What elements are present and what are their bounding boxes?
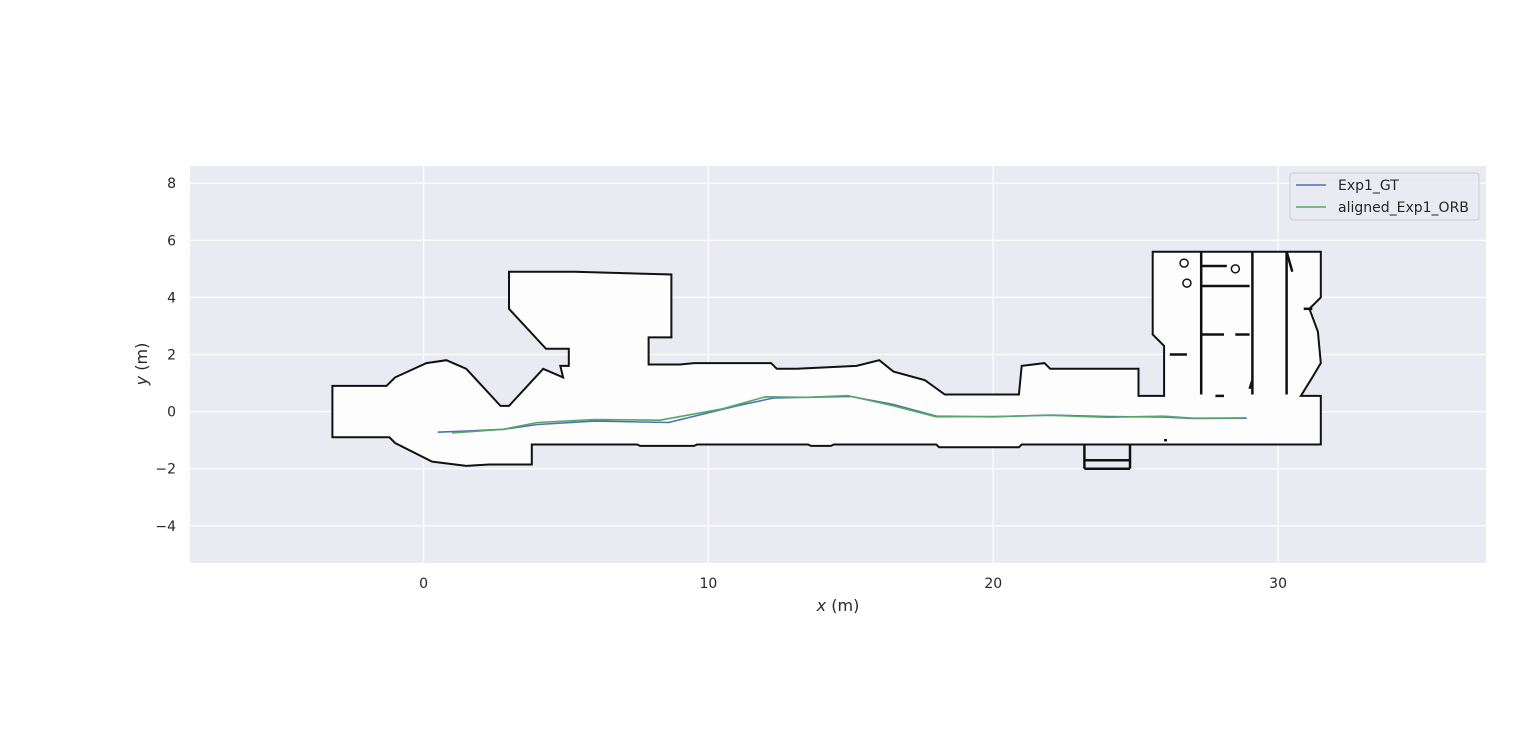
occupancy-map — [331, 250, 1322, 470]
legend: Exp1_GT aligned_Exp1_ORB — [1289, 172, 1480, 221]
legend-box — [1289, 172, 1480, 221]
y-tick-label: 0 — [167, 405, 176, 421]
trajectory-lines — [437, 394, 1247, 434]
x-tick-label: 10 — [699, 576, 717, 592]
y-axis-label: y (m) — [132, 343, 151, 387]
y-tick-label: −2 — [155, 462, 176, 478]
y-tick-label: 4 — [167, 290, 176, 306]
y-tick-label: 6 — [167, 233, 176, 249]
y-tick-label: 8 — [167, 176, 176, 192]
map-boundary-walls — [331, 250, 1322, 467]
x-axis-label: x (m) — [816, 596, 860, 615]
y-tick-label: 2 — [167, 348, 176, 364]
legend-label-aligned-exp1-orb: aligned_Exp1_ORB — [1338, 200, 1469, 216]
tick-labels: 0 10 20 30 −4 −2 0 2 4 6 8 — [155, 176, 1287, 592]
legend-label-exp1-gt: Exp1_GT — [1338, 178, 1399, 194]
map-obstacle — [1230, 264, 1241, 274]
x-tick-label: 30 — [1269, 576, 1287, 592]
map-obstacle — [1179, 258, 1189, 268]
x-tick-label: 0 — [419, 576, 428, 592]
map-interior-wall — [1285, 251, 1294, 273]
map-obstacle — [1182, 278, 1192, 288]
y-tick-label: −4 — [155, 519, 176, 535]
series-line-1 — [451, 394, 1244, 434]
x-tick-label: 20 — [984, 576, 1002, 592]
map-interior-wall — [1248, 379, 1254, 390]
